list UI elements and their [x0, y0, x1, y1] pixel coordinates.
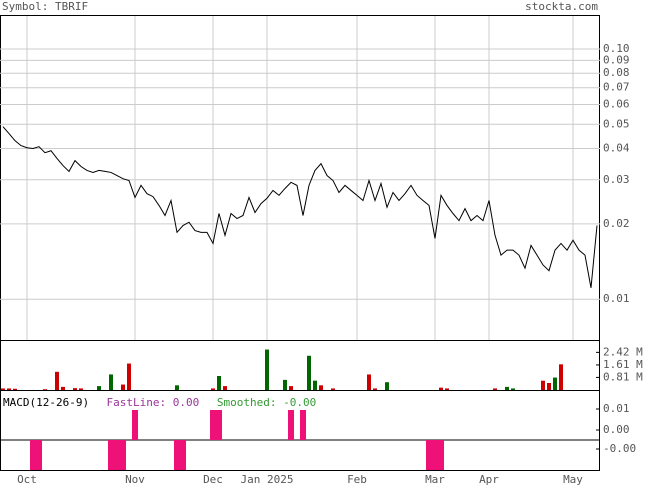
volume-bar [313, 380, 317, 390]
volume-bar [283, 379, 287, 390]
macd-bar [114, 440, 120, 470]
volume-bar [55, 371, 59, 390]
volume-bar [319, 385, 323, 390]
volume-bar [1, 388, 5, 390]
volume-bar [13, 388, 17, 390]
macd-bar [210, 410, 216, 440]
volume-bar [511, 388, 515, 390]
macd-bar [36, 440, 42, 470]
volume-bar [121, 384, 125, 390]
x-tick-label: Jan 2025 [241, 473, 294, 486]
x-tick-label: Mar [425, 473, 445, 486]
volume-bar [439, 387, 443, 390]
volume-bar [289, 386, 293, 390]
volume-bar [559, 364, 563, 390]
x-tick-label: May [563, 473, 583, 486]
volume-bar [79, 388, 83, 390]
y-tick-label: 0.09 [603, 53, 630, 66]
volume-bar [505, 386, 509, 390]
volume-bar [97, 386, 101, 390]
macd-bar [120, 440, 126, 470]
volume-bar [223, 386, 227, 390]
volume-bar [445, 388, 449, 390]
macd-bar [288, 410, 294, 440]
y-tick-label: 0.01 [603, 292, 630, 305]
volume-bar [211, 388, 215, 390]
volume-bar [61, 386, 65, 390]
x-tick-label: Dec [203, 473, 223, 486]
y-tick-label: 0.08 [603, 66, 630, 79]
volume-bar [265, 349, 269, 390]
y-tick-label: 0.02 [603, 217, 630, 230]
volume-bar [331, 388, 335, 390]
legend-entry: MACD(12-26-9) [3, 396, 89, 409]
volume-bar [109, 374, 113, 390]
y-tick-label: 1.61 M [603, 358, 643, 371]
volume-bar [541, 380, 545, 390]
macd-bar [132, 410, 138, 440]
volume-bar [175, 385, 179, 390]
macd-bar [438, 440, 444, 470]
x-tick-label: Apr [479, 473, 499, 486]
y-tick-label: 0.07 [603, 81, 630, 94]
volume-bar [553, 377, 557, 390]
y-tick-label: 0.04 [603, 142, 630, 155]
macd-bar [300, 410, 306, 440]
y-tick-label: 0.05 [603, 117, 630, 130]
y-tick-label: 0.10 [603, 42, 630, 55]
y-tick-label: 0.03 [603, 173, 630, 186]
source: stockta.com [525, 0, 598, 13]
volume-bar [43, 389, 47, 390]
macd-bar [426, 440, 432, 470]
volume-bar [73, 388, 77, 390]
y-tick-label: 0.00 [603, 423, 630, 436]
legend-entry: FastLine: 0.00 [107, 396, 200, 409]
macd-bar [180, 440, 186, 470]
y-tick-label: -0.00 [603, 442, 636, 455]
volume-bar [373, 388, 377, 390]
volume-bar [385, 382, 389, 390]
volume-bar [127, 363, 131, 390]
y-tick-label: 0.06 [603, 97, 630, 110]
x-tick-label: Feb [347, 473, 367, 486]
macd-bar [108, 440, 114, 470]
macd-bar [30, 440, 36, 470]
y-tick-label: 0.01 [603, 402, 630, 415]
volume-bar [367, 374, 371, 390]
legend-entry: Smoothed: -0.00 [217, 396, 316, 409]
volume-bar [307, 355, 311, 390]
frame [0, 15, 600, 471]
price-line [2, 126, 598, 288]
macd-bar [432, 440, 438, 470]
chart-title: Symbol: TBRIF [2, 0, 88, 13]
macd-bar [216, 410, 222, 440]
volume-bar [493, 388, 497, 390]
macd-bar [174, 440, 180, 470]
x-tick-label: Nov [125, 473, 145, 486]
volume-bar [7, 388, 11, 390]
x-tick-label: Oct [17, 473, 37, 486]
y-tick-label: 2.42 M [603, 345, 643, 358]
y-tick-label: 0.81 M [603, 370, 643, 383]
volume-bar [547, 383, 551, 390]
volume-bar [217, 376, 221, 390]
